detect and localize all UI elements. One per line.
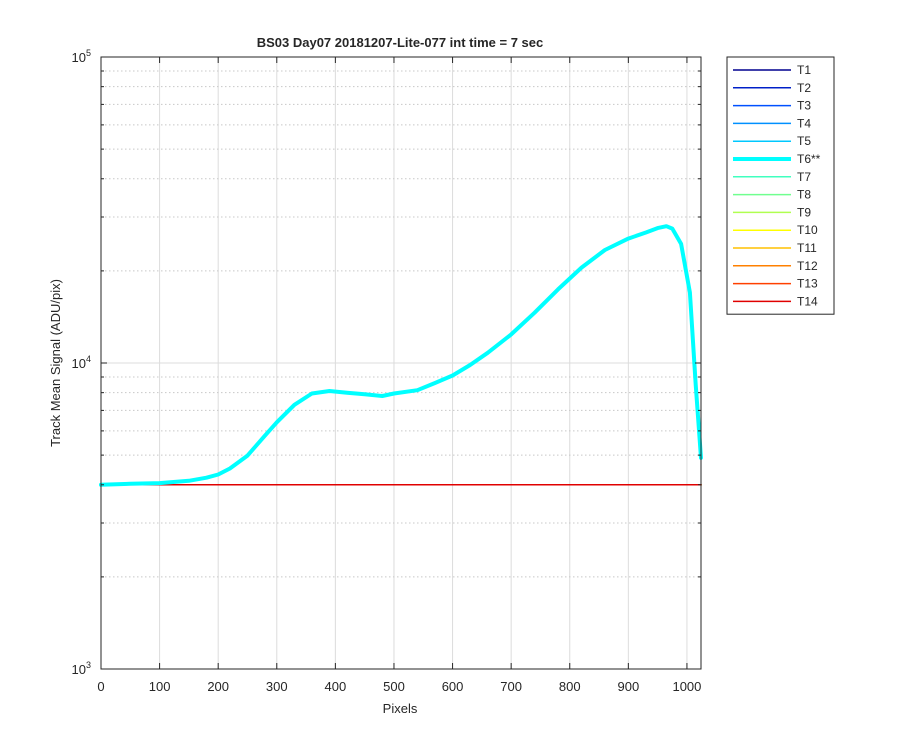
x-axis-label: Pixels: [383, 701, 418, 716]
legend-label-t1: T1: [797, 63, 811, 77]
x-tick-label: 100: [149, 679, 171, 694]
legend-label-t10: T10: [797, 223, 818, 237]
x-tick-label: 0: [97, 679, 104, 694]
legend-label-t11: T11: [797, 241, 817, 255]
grid-lines: [101, 57, 701, 669]
plot-series: [99, 224, 703, 487]
legend-label-t7: T7: [797, 170, 811, 184]
chart-title: BS03 Day07 20181207-Lite-077 int time = …: [257, 35, 544, 50]
x-tick-label: 400: [325, 679, 347, 694]
x-tick-label: 900: [617, 679, 639, 694]
legend-label-t3: T3: [797, 99, 811, 113]
legend-box: [726, 56, 835, 315]
x-tick-label: 700: [500, 679, 522, 694]
x-tick-label: 500: [383, 679, 405, 694]
x-tick-label: 300: [266, 679, 288, 694]
legend-label-t5: T5: [797, 134, 811, 148]
ticks: 0 100 200 300 400 500 600 700 800 900 1000 103 104 10…: [72, 48, 702, 694]
x-tick-label: 200: [207, 679, 229, 694]
y-tick-label: 103: [72, 660, 91, 677]
x-tick-label: 1000: [672, 679, 701, 694]
legend-label-t2: T2: [797, 81, 811, 95]
y-tick-label: 104: [72, 354, 91, 371]
legend[interactable]: T1 T2 T3 T4 T5 T6** T7 T8 T9 T10 T11 T12 T13 T14: [726, 56, 835, 315]
legend-label-t4: T4: [797, 116, 811, 130]
series-line-t6: [99, 224, 703, 487]
x-tick-label: 800: [559, 679, 581, 694]
legend-label-t12: T12: [797, 259, 818, 273]
legend-label-t13: T13: [797, 277, 818, 291]
legend-label-t6: T6**: [797, 152, 821, 166]
legend-label-t8: T8: [797, 188, 811, 202]
y-axis-label: Track Mean Signal (ADU/pix): [48, 279, 63, 447]
x-tick-label: 600: [442, 679, 464, 694]
legend-label-t14: T14: [797, 294, 818, 308]
legend-label-t9: T9: [797, 205, 811, 219]
y-tick-label: 105: [72, 48, 91, 65]
